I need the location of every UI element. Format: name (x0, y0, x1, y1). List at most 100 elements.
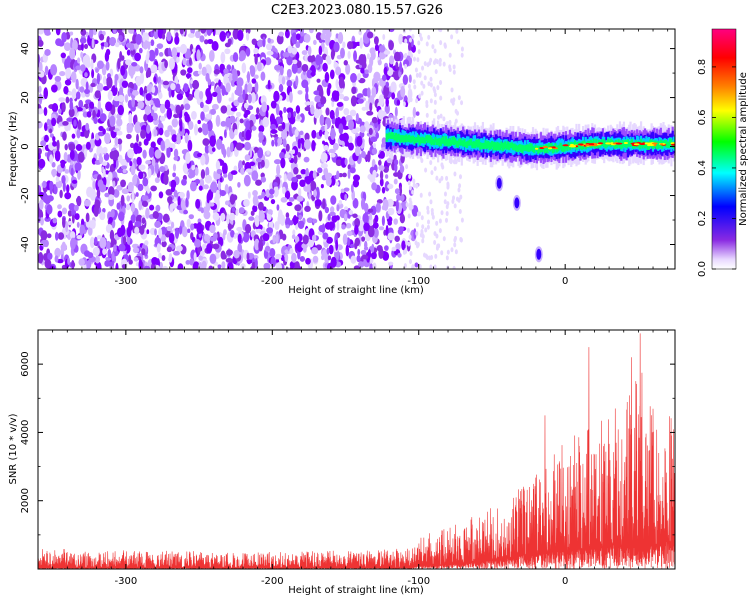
spectrogram-cell (366, 87, 371, 98)
spectrogram-cell (322, 198, 326, 210)
snr-frame (37, 329, 676, 570)
spectrogram-cell (433, 92, 437, 98)
spectrogram-cell (188, 120, 194, 130)
spectrogram-cell (319, 87, 324, 99)
spectrogram-cell (63, 151, 68, 162)
spectrogram-cell (44, 258, 52, 269)
spectrogram-cell (261, 191, 266, 199)
spectrogram-cell (472, 141, 475, 149)
spectrogram-cell (291, 32, 298, 45)
spectrogram-cell (381, 137, 387, 145)
spectrogram-cell (77, 119, 82, 131)
spectrogram-cell (300, 71, 308, 82)
spectrogram-cell (480, 142, 483, 149)
spectrogram-cell (38, 70, 45, 78)
spectrogram-cell (340, 188, 345, 193)
spectrogram-cell (215, 160, 221, 171)
spectrogram-cell (359, 125, 366, 133)
spectrogram-cell (64, 192, 72, 200)
spectrogram-cell (311, 129, 317, 139)
spectrogram-cell (323, 144, 329, 151)
spectrogram-cell (385, 133, 388, 142)
spectrogram-cell (272, 53, 279, 59)
spectrogram-cell (415, 222, 419, 228)
spectrogram-cell (345, 63, 351, 75)
spectrogram-cell (282, 51, 290, 58)
spectrogram-cell (417, 40, 421, 46)
spectrogram-cell (352, 179, 360, 188)
spectrogram-cell (404, 249, 408, 255)
spectrogram-cell (66, 184, 70, 193)
spectrogram-cell (340, 47, 345, 59)
spectrogram-cell (71, 133, 76, 139)
spectrogram-cell (299, 29, 305, 37)
spectrogram-cell (508, 143, 511, 151)
spectrogram-cell (188, 57, 192, 66)
spectrogram-cell (107, 171, 113, 181)
spectrogram-cell (450, 87, 454, 93)
spectrogram-cell (285, 212, 290, 219)
spectrogram-cell (299, 130, 304, 136)
spectrogram-cell (108, 216, 113, 224)
spectrogram-cell (135, 33, 142, 45)
spectrogram-cell (360, 67, 365, 74)
spectrogram-cell (400, 135, 403, 143)
spectrogram-blob (514, 197, 520, 209)
spectrogram-cell (115, 159, 119, 168)
spectrogram-cell (411, 135, 415, 141)
spectrogram-cell (433, 264, 437, 269)
spectrogram-cell (118, 243, 126, 252)
spectrogram-cell (450, 34, 454, 40)
spectrogram-cell (467, 140, 470, 146)
spectrogram-cell (130, 214, 136, 224)
spectrogram-cell (38, 158, 46, 169)
spectrogram-cell (55, 180, 63, 189)
spectrogram-cell (430, 137, 433, 146)
spectrogram-cell (85, 141, 91, 150)
spectrogram-cell (186, 190, 190, 200)
spectrogram-cell (221, 261, 226, 269)
spectrogram-cell (450, 98, 454, 104)
spectrogram-cell (297, 220, 305, 230)
spectrogram-cell (440, 210, 444, 216)
spectrogram-cell (139, 66, 144, 74)
spectrogram-cell (391, 92, 396, 100)
spectrogram-cell (277, 137, 283, 145)
spectrogram-cell (200, 169, 206, 180)
spectrogram-cell (171, 47, 178, 58)
spectrogram-cell (248, 216, 255, 221)
spectrogram-cell (471, 142, 474, 148)
spectrogram-cell (428, 191, 432, 197)
spectrogram-cell (429, 98, 433, 104)
spectrogram-cell (190, 29, 195, 35)
spectrogram-cell (345, 244, 350, 257)
snr-panel: -300 -200 -100 0 2000 4000 6000 Height of str… (8, 329, 676, 596)
spectrogram-cell (134, 52, 141, 62)
spectrogram-cell (86, 111, 92, 118)
spectrogram-cell (347, 164, 351, 170)
spectrogram-cell (125, 133, 132, 140)
spectrogram-cell (289, 248, 294, 255)
spectrogram-cell (592, 138, 595, 147)
spectrogram-cell (424, 253, 428, 259)
spectrogram-cell (193, 123, 199, 136)
spectrogram-cell (382, 198, 389, 211)
spectrogram-cell (349, 243, 355, 249)
spectrogram-blob (536, 248, 542, 260)
spectrogram-cell (268, 194, 274, 199)
spectrogram-cell (292, 216, 299, 225)
spectrogram-cell (235, 111, 242, 118)
spectrogram-cell (440, 162, 444, 168)
spectrogram-cell (425, 100, 429, 106)
bottom-y-ticks: 2000 4000 6000 (20, 329, 675, 536)
spectrogram-cell (402, 101, 406, 107)
spectrogram-cell (222, 232, 226, 241)
spectrogram-cell (651, 142, 658, 145)
spectrogram-cell (181, 178, 187, 186)
spectrogram-cell (297, 152, 302, 158)
spectrogram-cell (251, 78, 257, 84)
spectrogram-cell (159, 115, 166, 122)
spectrogram-cell (445, 211, 449, 217)
spectrogram-cell (38, 39, 44, 47)
spectrogram-cell (193, 252, 197, 262)
